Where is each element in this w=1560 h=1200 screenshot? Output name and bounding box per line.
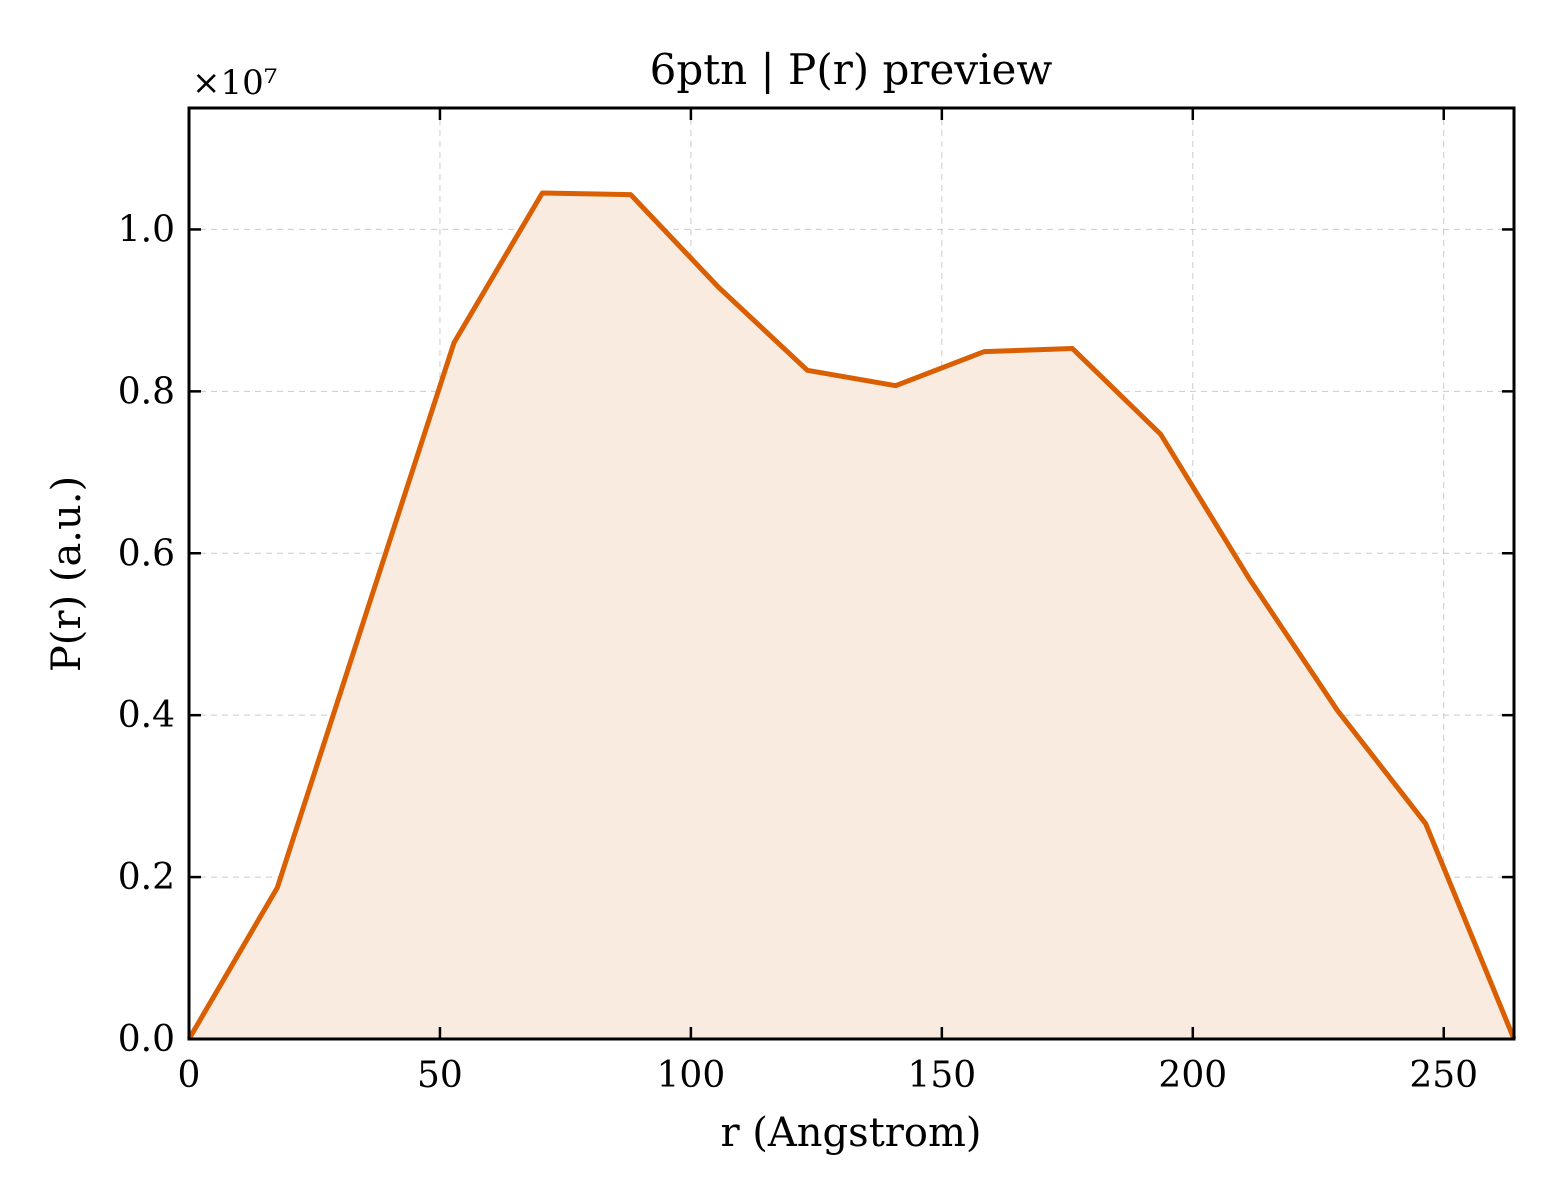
y-tick-label: 0.4 xyxy=(118,695,175,736)
x-axis-label: r (Angstrom) xyxy=(720,1110,981,1156)
x-tick-labels: 0 50 100 150 200 250 xyxy=(178,1055,1479,1096)
x-tick-label: 250 xyxy=(1409,1055,1478,1096)
y-tick-label: 0.0 xyxy=(118,1019,175,1060)
y-tick-label: 0.6 xyxy=(118,533,175,574)
series-line xyxy=(186,190,1517,1041)
y-tick-label: 0.2 xyxy=(118,857,175,898)
y-axis-label: P(r) (a.u.) xyxy=(44,476,90,672)
y-offset-label: ×10⁷ xyxy=(192,63,277,103)
x-tick-label: 200 xyxy=(1158,1055,1227,1096)
x-tick-label: 50 xyxy=(417,1055,463,1096)
chart-title: 6ptn | P(r) preview xyxy=(650,45,1053,94)
y-tick-labels: 0.0 0.2 0.4 0.6 0.8 1.0 xyxy=(118,209,175,1060)
area-fill xyxy=(189,193,1514,1039)
y-tick-label: 0.8 xyxy=(118,371,175,412)
y-tick-label: 1.0 xyxy=(118,209,175,250)
x-tick-label: 150 xyxy=(907,1055,976,1096)
plot-frame xyxy=(187,106,1516,1041)
x-tick-label: 0 xyxy=(178,1055,201,1096)
x-tick-label: 100 xyxy=(657,1055,726,1096)
